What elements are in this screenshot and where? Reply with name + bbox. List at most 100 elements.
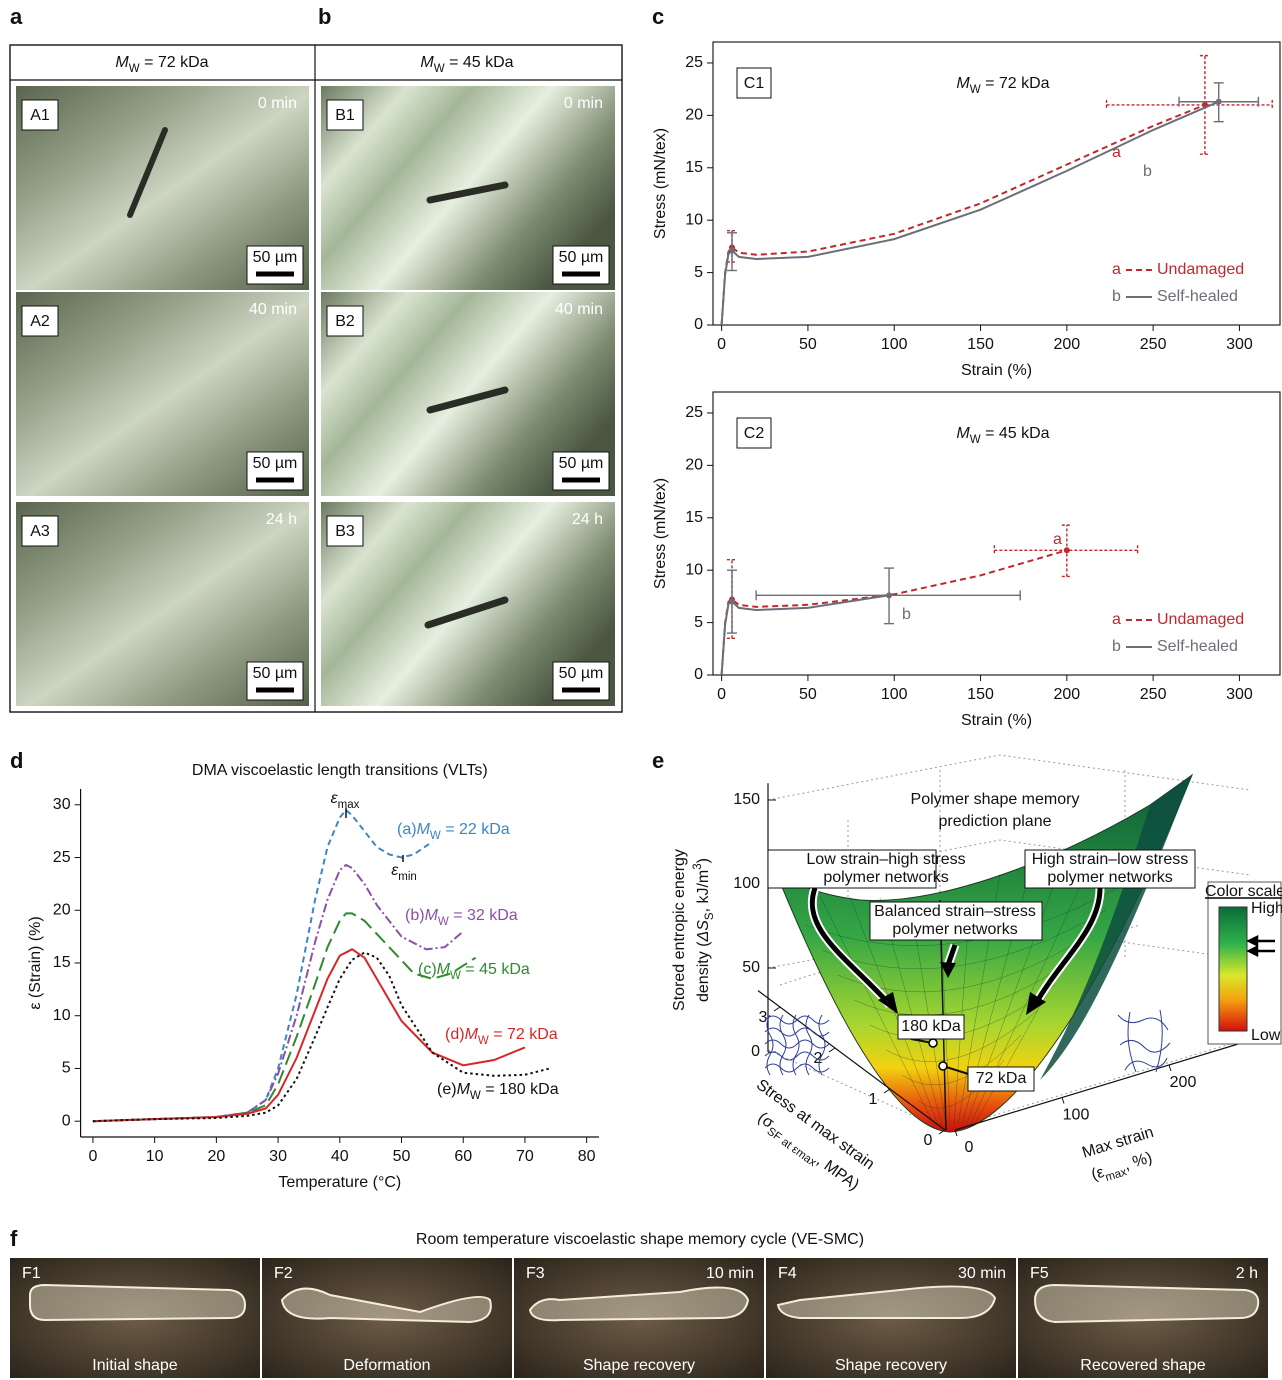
text-part: = 45 kDa (445, 54, 514, 71)
y-tick-label: 5 (694, 264, 703, 281)
x-tick-label: 30 (269, 1148, 287, 1165)
image-label: A1 (30, 107, 50, 124)
callout-text: Low strain–high stress (806, 851, 965, 868)
text-part: = 45 kDa (461, 961, 530, 978)
y-tick-label: 0 (694, 666, 703, 683)
photo-caption: Shape recovery (583, 1357, 695, 1374)
curve-label: (b)MW = 32 kDa (405, 907, 518, 928)
y-axis-label: Stress (mN/tex) (652, 128, 669, 239)
photo-caption: Recovered shape (1080, 1357, 1206, 1374)
legend-entry: Undamaged (1157, 261, 1244, 278)
text-part: M (417, 821, 431, 838)
text-part: M (437, 961, 451, 978)
y-tick-label: 5 (694, 614, 703, 631)
y-tick-label: 5 (62, 1060, 71, 1077)
legend-letter: b (1112, 638, 1121, 655)
text-part: (e) (437, 1081, 457, 1098)
point-label: 180 kDa (901, 1018, 961, 1035)
text-part: SF at ε (764, 1126, 800, 1157)
curve-label: (e)MW = 180 kDa (437, 1081, 559, 1102)
data-point (729, 248, 735, 254)
text-part: M (465, 1026, 479, 1043)
z-tick-label: 50 (742, 959, 760, 976)
series-line (722, 550, 1067, 675)
point-label: 72 kDa (976, 1070, 1027, 1087)
text-part: = 32 kDa (449, 907, 518, 924)
text-part: M (956, 425, 970, 442)
stress-tick (884, 1089, 890, 1093)
data-point (1216, 99, 1222, 105)
x-tick-label: 200 (1053, 686, 1080, 703)
text-part: = 45 kDa (981, 425, 1050, 442)
data-point (886, 592, 892, 598)
y-tick-label: 10 (53, 1007, 71, 1024)
curve-letter: b (902, 606, 911, 623)
series-line (722, 595, 890, 675)
text-part: density ( (695, 941, 712, 1002)
stress-tick-label: 3 (759, 1009, 768, 1026)
strain-tick-label: 0 (965, 1139, 974, 1156)
text-part: W (450, 970, 461, 982)
callout-text: polymer networks (892, 921, 1017, 938)
x-axis-label: Temperature (°C) (278, 1174, 401, 1191)
time-label: 40 min (249, 301, 297, 318)
x-tick-label: 250 (1140, 336, 1167, 353)
time-label: 0 min (258, 95, 297, 112)
photo-caption: Shape recovery (835, 1357, 947, 1374)
panel-label: f (10, 1226, 18, 1251)
x-tick-label: 100 (881, 686, 908, 703)
data-point (729, 599, 735, 605)
curve-label: (a)MW = 22 kDa (397, 821, 510, 842)
x-tick-label: 50 (799, 336, 817, 353)
panel-label: d (10, 748, 23, 773)
x-tick-label: 0 (88, 1148, 97, 1165)
text-part: M (956, 75, 970, 92)
panel-label: c (652, 4, 664, 29)
data-point (1064, 547, 1070, 553)
x-tick-label: 50 (393, 1148, 411, 1165)
callout-text: polymer networks (823, 869, 948, 886)
stress-tick (829, 1048, 835, 1052)
y-tick-label: 20 (53, 901, 71, 918)
annotation: εmax (331, 790, 360, 811)
text-part: W (478, 1035, 489, 1047)
x-tick-label: 300 (1226, 686, 1253, 703)
color-scale-low: Low (1251, 1027, 1281, 1044)
text-part: = 22 kDa (441, 821, 510, 838)
strain-tick (1062, 1098, 1064, 1104)
annotation: MW = 72 kDa (956, 75, 1049, 96)
scale-label: 50 µm (559, 249, 604, 266)
x-tick-label: 80 (578, 1148, 596, 1165)
text-part: M (457, 1081, 471, 1098)
x-tick-label: 70 (516, 1148, 534, 1165)
network-icon (765, 1015, 829, 1075)
strain-tick-label: 200 (1170, 1074, 1197, 1091)
strain-tick-label: 100 (1063, 1107, 1090, 1124)
color-scale-high: High (1251, 900, 1282, 917)
y-tick-label: 15 (53, 954, 71, 971)
photo-label: F2 (274, 1265, 293, 1282)
image-label: B2 (335, 313, 355, 330)
legend-letter: a (1112, 611, 1121, 628)
x-tick-label: 100 (881, 336, 908, 353)
text-part: W (970, 84, 981, 96)
y-tick-label: 25 (685, 404, 703, 421)
y-tick-label: 20 (685, 457, 703, 474)
x-tick-label: 20 (207, 1148, 225, 1165)
photo-label: F3 (526, 1265, 545, 1282)
text-part: (c) (418, 961, 437, 978)
image-label: A3 (30, 523, 50, 540)
series-line (722, 102, 1219, 325)
text-part: ) (695, 858, 712, 863)
image-label: A2 (30, 313, 50, 330)
text-part: = 72 kDa (140, 54, 209, 71)
annotation: MW = 45 kDa (956, 425, 1049, 446)
z-tick-label: 150 (733, 791, 760, 808)
text-part: = 72 kDa (489, 1026, 558, 1043)
text-part: (d) (445, 1026, 465, 1043)
x-tick-label: 60 (454, 1148, 472, 1165)
z-axis-unit: density (ΔSS, kJ/m3) (692, 858, 716, 1002)
curve-letter: a (1053, 531, 1062, 548)
image-label: B3 (335, 523, 355, 540)
sample (1035, 1285, 1258, 1322)
